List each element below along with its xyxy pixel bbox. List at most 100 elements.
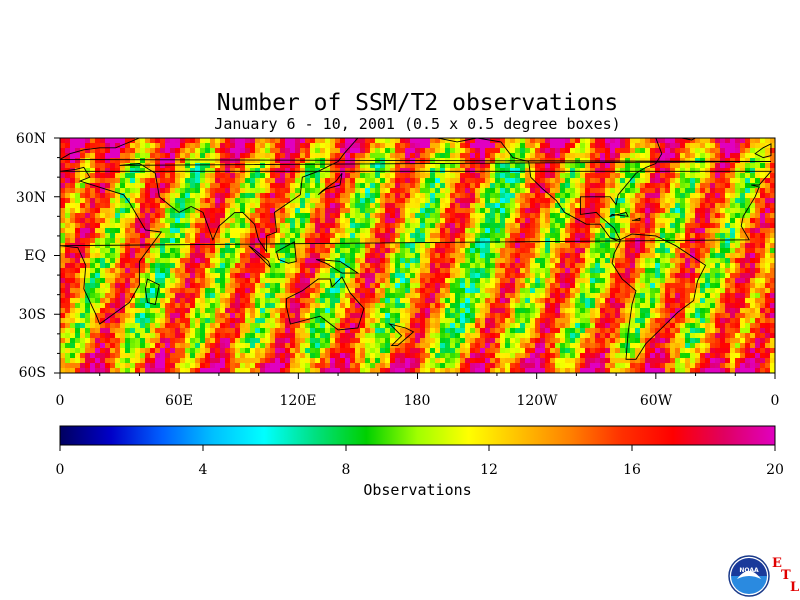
heat-cell [725, 168, 730, 173]
heat-cell [345, 233, 350, 238]
heat-cell [565, 163, 570, 168]
heat-cell [435, 233, 440, 238]
heat-cell [580, 208, 585, 213]
heat-cell [345, 153, 350, 158]
heat-cell [285, 203, 290, 208]
heat-cell [480, 223, 485, 228]
heat-cell [265, 273, 270, 278]
heat-cell [435, 288, 440, 293]
heat-cell [320, 153, 325, 158]
heat-cell [215, 223, 220, 228]
heat-cell [390, 253, 395, 258]
heat-cell [185, 258, 190, 263]
heat-cell [530, 148, 535, 153]
heat-cell [650, 278, 655, 283]
heat-cell [415, 208, 420, 213]
heat-cell [70, 143, 75, 148]
heat-cell [535, 243, 540, 248]
heat-cell [370, 233, 375, 238]
heat-cell [140, 233, 145, 238]
heat-cell [635, 258, 640, 263]
heat-cell [665, 148, 670, 153]
heat-cell [390, 243, 395, 248]
heat-cell [210, 278, 215, 283]
heat-cell [115, 283, 120, 288]
heat-cell [465, 138, 470, 143]
heat-cell [405, 308, 410, 313]
heat-cell [600, 213, 605, 218]
heat-cell [430, 258, 435, 263]
heat-cell [385, 283, 390, 288]
heat-cell [590, 178, 595, 183]
heat-cell [415, 163, 420, 168]
heat-cell [325, 178, 330, 183]
heat-cell [230, 203, 235, 208]
heat-cell [460, 163, 465, 168]
heat-cell [365, 253, 370, 258]
heat-cell [665, 173, 670, 178]
heat-cell [250, 193, 255, 198]
heat-cell [640, 248, 645, 253]
heat-cell [725, 248, 730, 253]
heat-cell [265, 188, 270, 193]
heat-cell [225, 193, 230, 198]
heat-cell [695, 158, 700, 163]
heat-cell [115, 168, 120, 173]
heat-cell [395, 168, 400, 173]
heat-cell [745, 233, 750, 238]
heat-cell [675, 228, 680, 233]
heat-cell [605, 178, 610, 183]
heat-cell [145, 233, 150, 238]
heat-cell [135, 233, 140, 238]
heat-cell [640, 198, 645, 203]
heat-cell [720, 238, 725, 243]
heat-cell [310, 148, 315, 153]
heat-cell [565, 233, 570, 238]
heat-cell [550, 218, 555, 223]
heat-cell [535, 208, 540, 213]
heat-cell [340, 268, 345, 273]
heat-cell [370, 138, 375, 143]
heat-cell [305, 288, 310, 293]
heat-cell [140, 153, 145, 158]
heat-cell [770, 268, 775, 273]
heat-cell [365, 218, 370, 223]
heat-cell [145, 183, 150, 188]
heat-cell [685, 273, 690, 278]
heat-cell [195, 283, 200, 288]
heat-cell [700, 148, 705, 153]
heat-cell [675, 298, 680, 303]
heat-cell [230, 158, 235, 163]
heat-cell [430, 218, 435, 223]
heat-cell [400, 258, 405, 263]
heat-cell [110, 248, 115, 253]
heat-cell [105, 248, 110, 253]
heat-cell [225, 273, 230, 278]
heat-cell [85, 193, 90, 198]
heat-cell [465, 193, 470, 198]
heat-cell [395, 248, 400, 253]
heat-cell [275, 213, 280, 218]
heat-cell [350, 238, 355, 243]
heat-cell [380, 163, 385, 168]
heat-cell [655, 253, 660, 258]
heat-cell [445, 193, 450, 198]
heat-cell [350, 213, 355, 218]
heat-cell [575, 183, 580, 188]
heat-cell [455, 143, 460, 148]
heat-cell [615, 188, 620, 193]
heat-cell [580, 243, 585, 248]
heat-cell [540, 243, 545, 248]
heat-cell [500, 233, 505, 238]
heat-cell [65, 278, 70, 283]
heat-cell [140, 173, 145, 178]
heat-cell [325, 283, 330, 288]
heat-cell [425, 233, 430, 238]
heat-cell [735, 268, 740, 273]
heat-cell [205, 308, 210, 313]
heat-cell [190, 153, 195, 158]
heat-cell [290, 218, 295, 223]
heat-cell [155, 143, 160, 148]
heat-cell [425, 238, 430, 243]
